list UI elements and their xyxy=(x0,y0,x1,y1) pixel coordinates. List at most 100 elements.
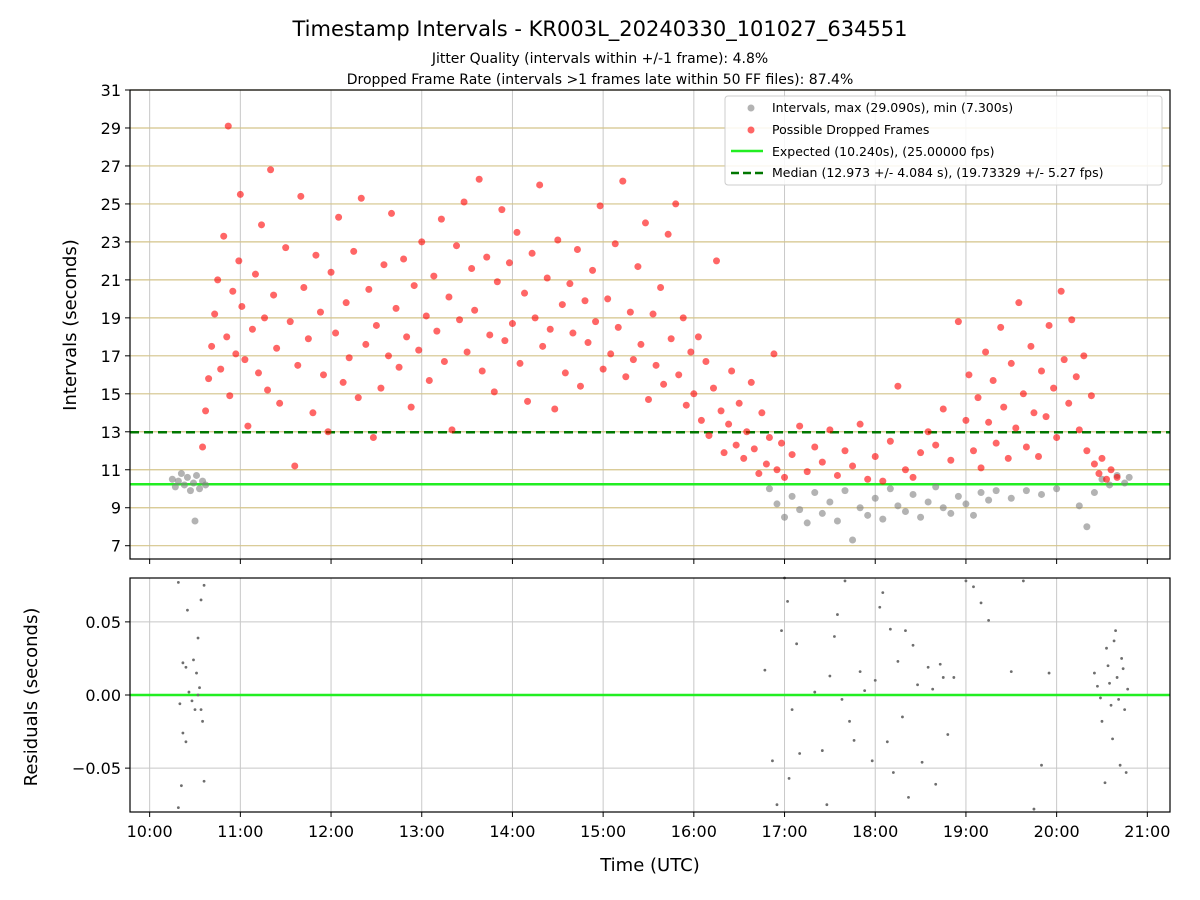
x-tick-label: 13:00 xyxy=(399,822,445,841)
interval-point xyxy=(1075,502,1083,510)
residual-point xyxy=(836,613,839,616)
dropped-frame-point xyxy=(261,314,269,322)
chart-subtitle-dropped: Dropped Frame Rate (intervals >1 frames … xyxy=(347,72,854,88)
dropped-frame-point xyxy=(327,268,335,276)
dropped-frame-point xyxy=(1019,390,1027,398)
interval-point xyxy=(177,470,185,478)
residual-point xyxy=(952,676,956,679)
residual-point xyxy=(888,627,892,631)
dropped-frame-point xyxy=(954,318,962,326)
residual-point xyxy=(1103,781,1107,785)
legend-label-expected: Expected (10.240s), (25.00000 fps) xyxy=(772,144,994,159)
interval-point xyxy=(841,487,849,495)
residual-point xyxy=(820,749,824,752)
dropped-frame-point xyxy=(1095,470,1103,478)
dropped-frame-point xyxy=(732,441,740,449)
legend-label-median: Median (12.973 +/- 4.084 s), (19.73329 +… xyxy=(772,165,1103,180)
dropped-frame-point xyxy=(713,257,721,265)
interval-point xyxy=(1022,487,1030,495)
dropped-frame-point xyxy=(611,240,619,248)
dropped-frame-point xyxy=(1007,359,1015,367)
dropped-frame-point xyxy=(244,422,252,430)
dropped-frame-point xyxy=(369,433,377,441)
dropped-frame-point xyxy=(947,456,955,464)
residual-point xyxy=(840,697,844,701)
interval-point xyxy=(788,492,796,500)
dropped-frame-point xyxy=(811,443,819,451)
dropped-frame-point xyxy=(342,299,350,307)
residual-point xyxy=(1111,737,1114,741)
residual-point xyxy=(786,600,789,603)
residual-point xyxy=(964,579,968,583)
residual-point xyxy=(828,674,832,678)
dropped-frame-point xyxy=(664,230,672,238)
dropped-frame-point xyxy=(709,384,717,392)
dropped-frame-point xyxy=(478,367,486,375)
residual-point xyxy=(196,693,200,697)
dropped-frame-point xyxy=(690,390,698,398)
dropped-frame-point xyxy=(384,352,392,360)
residual-point xyxy=(938,662,942,666)
residual-point xyxy=(911,643,915,647)
top-y-tick-label: 9 xyxy=(111,499,121,518)
dropped-frame-point xyxy=(505,259,513,267)
bottom-y-tick-label: −0.05 xyxy=(72,759,121,778)
dropped-frame-point xyxy=(1050,384,1058,392)
dropped-frame-point xyxy=(291,462,299,470)
top-x-ticks xyxy=(149,559,1148,564)
interval-point xyxy=(196,485,204,493)
dropped-frame-point xyxy=(747,378,755,386)
dropped-frame-point xyxy=(400,255,408,263)
residual-point xyxy=(1117,697,1121,701)
residual-point xyxy=(1123,708,1127,712)
dropped-frame-point xyxy=(561,369,569,377)
dropped-frame-point xyxy=(543,274,551,282)
dropped-frame-point xyxy=(377,384,385,392)
dropped-frame-point xyxy=(388,209,396,217)
dropped-frame-point xyxy=(705,432,713,440)
residual-point xyxy=(901,715,904,719)
residual-point xyxy=(1099,696,1102,700)
residual-point xyxy=(1126,687,1130,691)
residual-point xyxy=(926,665,930,669)
dropped-frame-point xyxy=(251,270,259,278)
dropped-frame-point xyxy=(372,321,380,329)
dropped-frame-point xyxy=(939,405,947,413)
interval-point xyxy=(954,492,962,500)
residual-point xyxy=(178,702,182,706)
dropped-frame-point xyxy=(501,337,509,345)
residual-point xyxy=(780,629,783,633)
legend-marker-intervals xyxy=(747,104,755,112)
interval-point xyxy=(1125,473,1133,481)
dropped-frame-point xyxy=(788,451,796,459)
dropped-frame-point xyxy=(720,449,728,457)
top-y-tick-label: 11 xyxy=(101,461,121,480)
dropped-frame-point xyxy=(702,358,710,366)
dropped-frame-point xyxy=(634,263,642,271)
dropped-frame-point xyxy=(755,470,763,478)
dropped-frame-point xyxy=(362,340,370,348)
dropped-frame-point xyxy=(445,293,453,301)
bottom-points xyxy=(176,576,1130,811)
residual-point xyxy=(1096,684,1099,688)
dropped-frame-point xyxy=(725,420,733,428)
dropped-frame-point xyxy=(581,297,589,305)
top-y-tick-label: 21 xyxy=(101,271,121,290)
residual-point xyxy=(813,690,817,694)
residual-point xyxy=(187,690,191,694)
dropped-frame-point xyxy=(300,283,308,291)
top-y-tick-label: 19 xyxy=(101,309,121,328)
top-y-axis: 7 9 11 13 15 17 19 21 23 25 27 29 31 xyxy=(101,81,130,556)
dropped-frame-point xyxy=(536,181,544,189)
residual-point xyxy=(920,760,924,764)
residual-point xyxy=(1121,667,1125,671)
dropped-frame-point xyxy=(796,422,804,430)
interval-point xyxy=(977,489,985,497)
dropped-frame-point xyxy=(422,312,430,320)
dropped-frame-point xyxy=(471,306,479,314)
residual-point xyxy=(916,683,919,687)
dropped-frame-point xyxy=(649,310,657,318)
residual-point xyxy=(184,665,188,669)
residual-point xyxy=(1105,646,1108,650)
